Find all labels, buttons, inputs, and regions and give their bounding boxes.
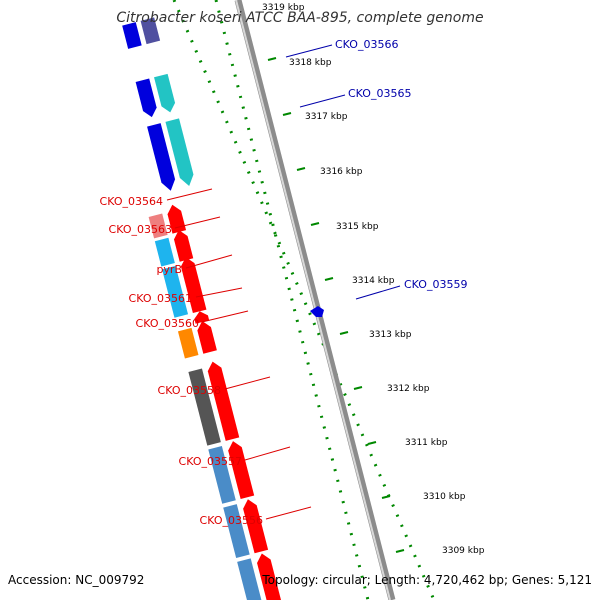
gene-label-cko-03566[interactable]: CKO_03566 bbox=[335, 38, 398, 51]
genome-summary-text: Topology: circular; Length: 4,720,462 bp… bbox=[262, 573, 592, 587]
scale-label: 3313 kbp bbox=[369, 330, 412, 340]
gene-cko-03556-b[interactable] bbox=[237, 558, 269, 600]
gene-cko-03565-teal[interactable] bbox=[165, 118, 195, 187]
gene-label-cko-03560[interactable]: CKO_03560 bbox=[136, 317, 199, 330]
gene-label-cko-03564[interactable]: CKO_03564 bbox=[100, 195, 163, 208]
scale-labels: 3319 kbp 3318 kbp 3317 kbp 3316 kbp 3315… bbox=[262, 3, 485, 556]
scale-label: 3317 kbp bbox=[305, 112, 348, 122]
right-labels: CKO_03566 CKO_03565 CKO_03559 bbox=[335, 38, 467, 291]
scale-label: 3311 kbp bbox=[405, 438, 448, 448]
gene-label-cko-03558[interactable]: CKO_03558 bbox=[158, 384, 221, 397]
gene-cko-03559[interactable] bbox=[310, 306, 324, 317]
genome-backbone-highlight bbox=[235, 0, 391, 600]
gene-cko-03558[interactable] bbox=[188, 368, 221, 446]
gene-label-cko-03556[interactable]: CKO_03556 bbox=[200, 514, 263, 527]
gene-cko-03566-blue[interactable] bbox=[135, 78, 159, 119]
scale-label: 3314 kbp bbox=[352, 276, 395, 286]
scale-label: 3316 kbp bbox=[320, 167, 363, 177]
scale-label: 3312 kbp bbox=[387, 384, 430, 394]
gene-cko-03557-fwd[interactable] bbox=[226, 439, 255, 500]
gene-label-pyrb[interactable]: pyrB bbox=[156, 263, 182, 276]
gene-pyrb[interactable] bbox=[162, 265, 189, 318]
gene-label-cko-03565[interactable]: CKO_03565 bbox=[348, 87, 411, 100]
scale-label: 3319 kbp bbox=[262, 3, 305, 13]
gene-cko-03556[interactable] bbox=[223, 504, 250, 558]
gene-pyrb-fwd[interactable] bbox=[179, 255, 207, 314]
right-label-lines bbox=[285, 44, 401, 300]
scale-label: 3309 kbp bbox=[442, 546, 485, 556]
genome-backbone bbox=[234, 0, 396, 600]
gene-cko-03565-blue[interactable] bbox=[147, 123, 177, 192]
left-labels: CKO_03564 CKO_03563 pyrB CKO_03561 CKO_0… bbox=[100, 195, 263, 527]
forward-strand-genes bbox=[167, 204, 288, 600]
gene-label-cko-03563[interactable]: CKO_03563 bbox=[109, 223, 172, 236]
gene-label-cko-03559[interactable]: CKO_03559 bbox=[404, 278, 467, 291]
gene-label-cko-03557[interactable]: CKO_03557 bbox=[179, 455, 242, 468]
scale-label: 3315 kbp bbox=[336, 222, 379, 232]
scale-label: 3310 kbp bbox=[423, 492, 466, 502]
gene-cko-03560[interactable] bbox=[177, 327, 199, 359]
gene-cko-03560-fwd[interactable] bbox=[195, 319, 217, 354]
left-label-lines bbox=[166, 188, 312, 520]
accession-text: Accession: NC_009792 bbox=[8, 573, 145, 587]
gene-cko-03558-fwd[interactable] bbox=[206, 360, 240, 441]
gene-label-cko-03561[interactable]: CKO_03561 bbox=[129, 292, 192, 305]
scale-ticks bbox=[267, 57, 405, 553]
map-title: Citrobacter koseri ATCC BAA-895, complet… bbox=[116, 10, 484, 26]
gene-cko-03557[interactable] bbox=[208, 446, 236, 504]
gene-cko-03556-fwd[interactable] bbox=[241, 497, 269, 554]
reverse-strand-genes bbox=[122, 17, 269, 600]
gene-cko-03566-teal[interactable] bbox=[154, 73, 177, 114]
gene-cko-03564[interactable] bbox=[148, 213, 168, 239]
scale-label: 3318 kbp bbox=[289, 58, 332, 68]
gene-top-partial-2[interactable] bbox=[140, 17, 161, 45]
gene-top-partial[interactable] bbox=[122, 22, 142, 49]
gene-cko-03561-fwd[interactable] bbox=[193, 310, 210, 324]
gene-cko-03563-fwd[interactable] bbox=[172, 228, 194, 262]
inner-tick-track bbox=[214, 0, 370, 600]
gene-cko-03556-fwd-b[interactable] bbox=[255, 552, 288, 600]
gene-cko-03563[interactable] bbox=[154, 237, 175, 267]
